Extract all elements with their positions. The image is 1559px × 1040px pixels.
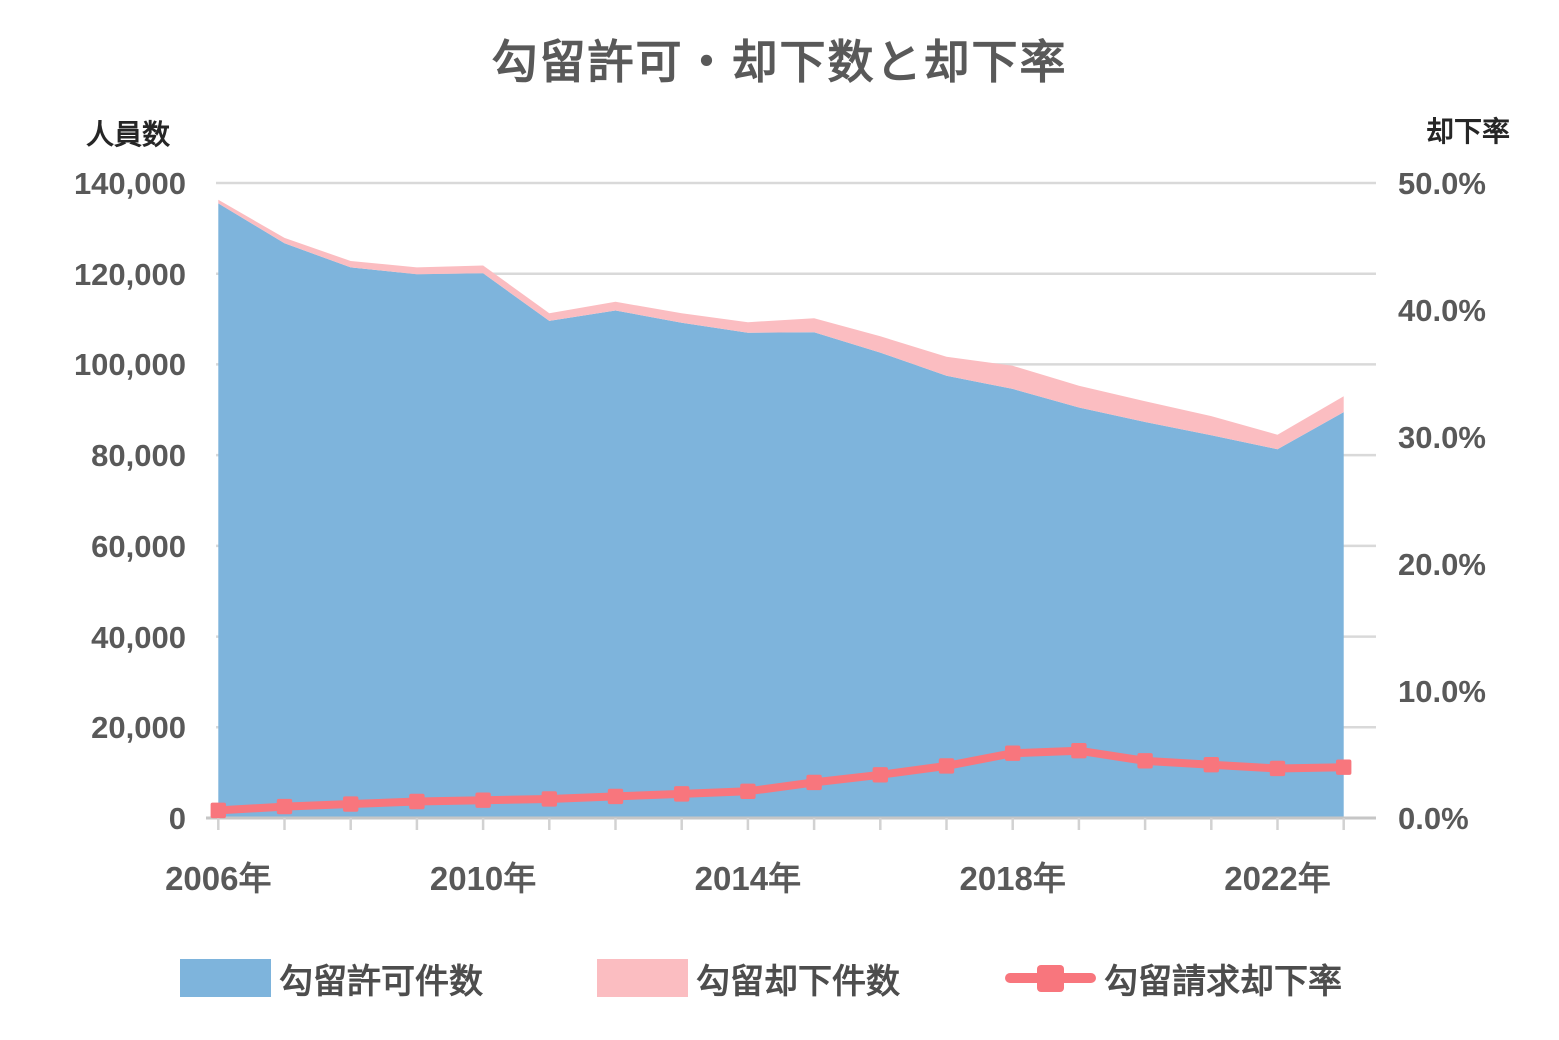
legend-label-rejected: 勾留却下件数	[696, 962, 900, 1001]
x-axis-tick-label: 2022年	[1224, 860, 1331, 897]
x-axis-tick-label: 2014年	[694, 860, 802, 897]
rate-marker	[1269, 760, 1286, 777]
rate-marker	[541, 791, 557, 807]
legend-item-approved: 勾留許可件数	[180, 948, 483, 1008]
left-axis-tick-label: 120,000	[73, 256, 186, 292]
x-axis-tick-label: 2010年	[429, 860, 537, 897]
rate-marker	[806, 774, 822, 791]
left-axis-tick-label: 0	[168, 801, 186, 836]
rate-marker	[409, 793, 425, 810]
rate-marker	[276, 798, 293, 815]
rate-line-series	[218, 746, 1344, 815]
left-axis-tick-label: 140,000	[73, 166, 186, 201]
approved-area-series	[218, 203, 1344, 818]
right-axis-tick-label: 10.0%	[1398, 674, 1486, 709]
rate-marker	[1005, 745, 1021, 761]
rate-marker	[607, 788, 624, 805]
right-axis-header: 却下率	[1425, 116, 1510, 147]
left-axis-tick-label: 80,000	[91, 438, 186, 474]
rate-marker	[475, 792, 491, 808]
left-axis-tick-label: 60,000	[91, 528, 186, 564]
left-axis-tick-label: 20,000	[91, 710, 186, 746]
rejected-area-series	[218, 199, 1344, 450]
rate-marker	[1336, 759, 1352, 775]
right-axis-tick-label: 0.0%	[1398, 801, 1469, 836]
rate-marker	[1071, 742, 1087, 759]
right-axis-tick-label: 30.0%	[1398, 420, 1486, 455]
x-axis-tick-label: 2006年	[165, 860, 272, 897]
left-axis-tick-label: 100,000	[73, 347, 186, 383]
rate-marker	[674, 786, 690, 802]
left-axis-header: 人員数	[85, 119, 170, 150]
chart-title: 勾留許可・却下数と却下率	[491, 36, 1068, 88]
rate-marker	[740, 783, 756, 800]
legend-label-approved: 勾留許可件数	[279, 962, 483, 1001]
right-axis-tick-label: 50.0%	[1398, 166, 1486, 201]
rate-marker	[1203, 756, 1219, 773]
legend-item-rate: 勾留請求却下率	[1005, 948, 1342, 1008]
rate-marker	[872, 767, 888, 783]
rate-line-swatch-marker	[1037, 965, 1064, 992]
rate-marker	[938, 758, 955, 774]
right-axis-tick-label: 20.0%	[1398, 547, 1486, 582]
rate-line-swatch	[1005, 959, 1096, 997]
legend-label-rate: 勾留請求却下率	[1104, 962, 1342, 1001]
rejected-area-swatch	[597, 959, 688, 997]
left-axis-tick-label: 40,000	[91, 619, 186, 655]
rate-marker	[1137, 753, 1153, 769]
approved-area-swatch	[180, 959, 271, 997]
legend-item-rejected: 勾留却下件数	[597, 948, 900, 1008]
legend: 勾留許可件数 勾留却下件数 勾留請求却下率	[0, 948, 1559, 1008]
x-axis-tick-label: 2018年	[959, 860, 1066, 897]
right-axis-tick-label: 40.0%	[1398, 293, 1486, 328]
rate-marker	[343, 796, 359, 812]
rate-marker	[210, 802, 226, 819]
